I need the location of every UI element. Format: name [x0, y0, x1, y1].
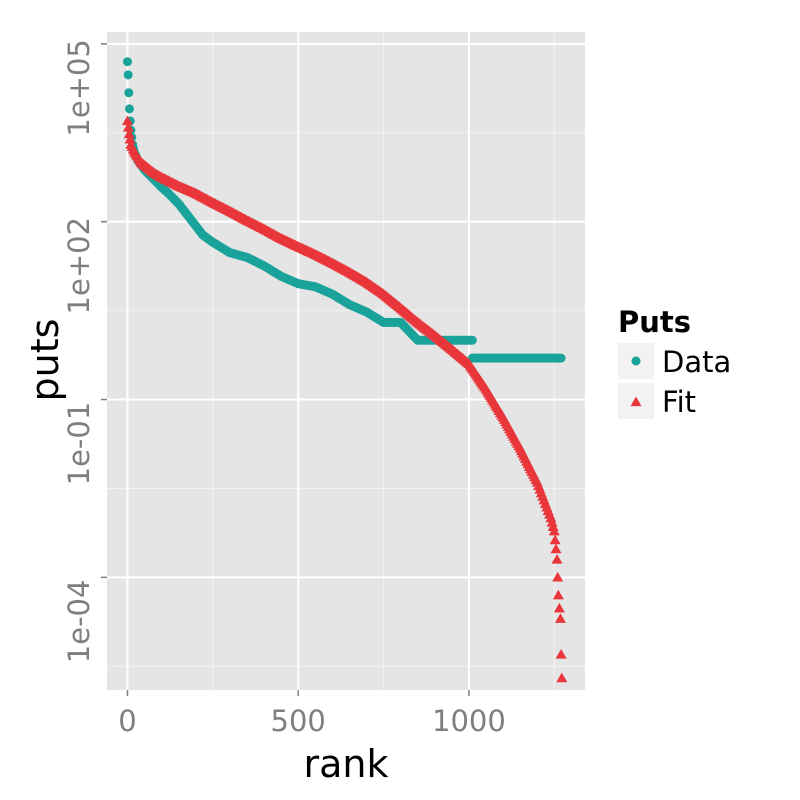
fit-point: [124, 133, 136, 144]
legend-key-circle: [631, 356, 641, 366]
x-tick-label: 1000: [432, 704, 506, 738]
fit-point: [553, 602, 565, 613]
axis-ticks: [101, 43, 470, 696]
fit-point: [550, 543, 562, 554]
series-fit: [121, 115, 568, 683]
x-tick-label: 0: [118, 704, 136, 738]
x-axis-title: rank: [304, 742, 389, 786]
fit-point: [121, 115, 133, 126]
legend-label-data: Data: [662, 345, 731, 379]
data-point: [123, 70, 133, 80]
y-tick-label: 1e-04: [62, 580, 96, 664]
fit-point: [548, 525, 560, 536]
fit-point: [551, 554, 563, 564]
fit-point: [122, 122, 134, 132]
data-point: [122, 57, 132, 67]
fit-point: [555, 648, 567, 659]
fit-point: [556, 672, 568, 683]
legend-label-fit: Fit: [662, 385, 696, 419]
fit-point: [554, 613, 566, 623]
data-point: [125, 104, 135, 114]
data-point: [556, 353, 566, 363]
legend-key-triangle: [630, 396, 642, 407]
data-points: [121, 57, 568, 683]
legend: Puts Data Fit: [618, 305, 731, 419]
y-tick-label: 1e-01: [62, 402, 96, 486]
tick-labels: 0 500 1000 1e-04 1e-01 1e+02 1e+05: [62, 39, 506, 738]
fit-point: [552, 571, 564, 582]
y-tick-label: 1e+02: [62, 217, 96, 315]
legend-title: Puts: [618, 305, 691, 339]
y-tick-label: 1e+05: [62, 39, 96, 137]
fit-point: [552, 589, 564, 600]
fit-point: [549, 534, 561, 545]
data-point: [467, 335, 477, 345]
data-point: [124, 88, 134, 98]
x-tick-label: 500: [271, 704, 326, 738]
fit-point: [123, 128, 135, 139]
y-axis-title: puts: [23, 319, 67, 402]
